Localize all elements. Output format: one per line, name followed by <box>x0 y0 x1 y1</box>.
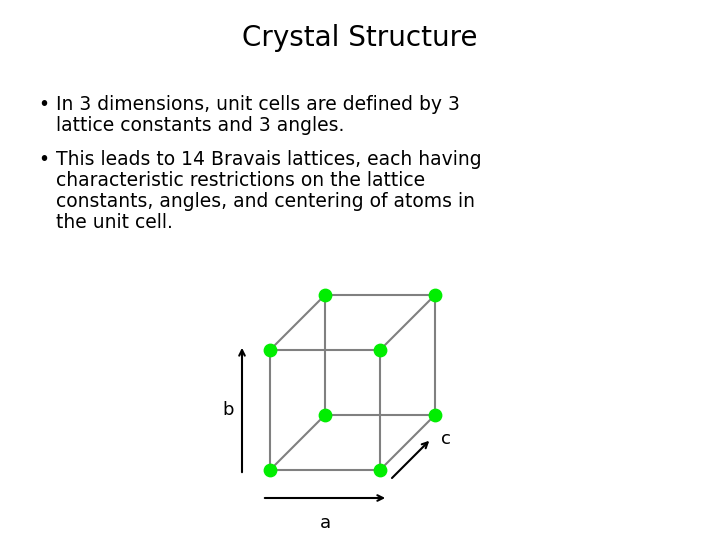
Point <box>429 411 441 420</box>
Text: In 3 dimensions, unit cells are defined by 3: In 3 dimensions, unit cells are defined … <box>56 95 460 114</box>
Point <box>264 346 276 354</box>
Point <box>374 465 386 474</box>
Point <box>319 291 330 299</box>
Text: •: • <box>38 150 49 169</box>
Text: constants, angles, and centering of atoms in: constants, angles, and centering of atom… <box>56 192 475 211</box>
Text: lattice constants and 3 angles.: lattice constants and 3 angles. <box>56 116 344 135</box>
Point <box>319 411 330 420</box>
Text: c: c <box>441 430 451 448</box>
Text: a: a <box>320 514 330 532</box>
Point <box>429 291 441 299</box>
Text: the unit cell.: the unit cell. <box>56 213 173 232</box>
Text: This leads to 14 Bravais lattices, each having: This leads to 14 Bravais lattices, each … <box>56 150 482 169</box>
Text: •: • <box>38 95 49 114</box>
Text: b: b <box>222 401 234 419</box>
Point <box>374 346 386 354</box>
Point <box>264 465 276 474</box>
Text: Crystal Structure: Crystal Structure <box>242 24 478 52</box>
Text: characteristic restrictions on the lattice: characteristic restrictions on the latti… <box>56 171 425 190</box>
